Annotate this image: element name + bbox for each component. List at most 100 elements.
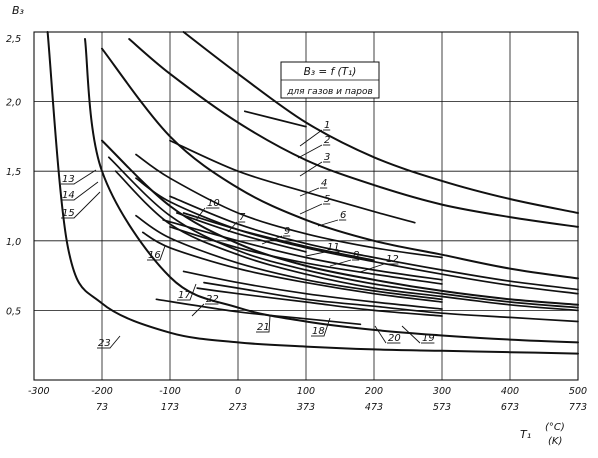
- x-tick-c: 200: [365, 386, 383, 397]
- leader-line-11: [305, 251, 326, 257]
- series-label-5: 5: [324, 194, 330, 205]
- series-label-15: 15: [62, 208, 75, 219]
- series-label-14: 14: [62, 190, 75, 201]
- label-leaders: [61, 129, 435, 349]
- series-line-17: [141, 231, 443, 303]
- leader-line-5: [299, 203, 323, 215]
- y-tick: 1,0: [6, 237, 21, 248]
- series-line-18: [182, 270, 443, 310]
- series-line-3: [128, 38, 579, 228]
- x-tick-k: 773: [569, 402, 587, 413]
- series-line-6: [135, 153, 443, 259]
- series-label-16: 16: [148, 250, 161, 261]
- series-line-22: [84, 38, 579, 344]
- series-line-20: [196, 287, 443, 317]
- series-label-6: 6: [340, 210, 346, 221]
- series-label-12: 12: [386, 254, 399, 265]
- series-label-20: 20: [388, 333, 401, 344]
- series-line-8: [169, 195, 579, 291]
- series-label-2: 2: [324, 135, 330, 146]
- x-tick-c: 0: [235, 386, 241, 397]
- series-line-15: [114, 170, 579, 312]
- x-tick-c: -100: [159, 386, 181, 397]
- series-line-19: [203, 281, 579, 323]
- series-label-17: 17: [178, 290, 191, 301]
- x-tick-c: 300: [433, 386, 451, 397]
- series-line-13: [101, 139, 579, 306]
- series-line-4: [169, 139, 416, 224]
- leader-line-8: [329, 259, 352, 267]
- leader-line-10: [195, 207, 206, 221]
- x-tick-k: 673: [501, 402, 519, 413]
- series-line-14: [107, 156, 579, 309]
- x-tick-c: -200: [91, 386, 113, 397]
- leader-line-17: [189, 283, 197, 301]
- legend-subtitle: для газов и паров: [286, 87, 373, 97]
- series-line-5: [101, 47, 579, 280]
- series-label-8: 8: [353, 250, 359, 261]
- series-line-21: [155, 298, 362, 326]
- series-label-9: 9: [284, 226, 290, 237]
- series-line-23: [46, 31, 579, 355]
- formula-text: B₃ = f (T₁): [304, 66, 357, 78]
- series-line-16: [135, 214, 443, 301]
- series-label-22: 22: [206, 294, 219, 305]
- x-tick-k: 473: [365, 402, 383, 413]
- series-label-21: 21: [257, 322, 270, 333]
- series-line-1: [243, 110, 307, 128]
- legend-box: B₃ = f (T₁) для газов и паров: [280, 61, 380, 99]
- series-label-23: 23: [98, 338, 111, 349]
- x-tick-c: 500: [569, 386, 587, 397]
- series-label-19: 19: [422, 333, 435, 344]
- series-label-11: 11: [327, 242, 340, 253]
- x-axis-label: T₁: [520, 428, 531, 441]
- x-tick-k: 73: [96, 402, 108, 413]
- leader-line-22: [191, 303, 205, 317]
- series-label-4: 4: [321, 178, 327, 189]
- series-line-7: [135, 177, 579, 295]
- series-label-3: 3: [324, 152, 330, 163]
- x-axis-unit-k: (K): [548, 436, 562, 447]
- leader-line-7: [227, 221, 238, 233]
- leader-line-19: [401, 325, 421, 344]
- x-tick-k: 573: [433, 402, 451, 413]
- leader-line-6: [317, 219, 339, 227]
- y-axis-label: B₃: [12, 4, 25, 17]
- leader-line-15: [73, 191, 101, 219]
- y-tick: 2,5: [6, 34, 21, 45]
- leader-line-1: [299, 129, 323, 147]
- series-label-18: 18: [312, 326, 325, 337]
- series-label-10: 10: [207, 198, 220, 209]
- leader-line-23: [109, 335, 121, 349]
- leader-line-3: [299, 161, 323, 177]
- y-tick: 1,5: [6, 167, 21, 178]
- leader-line-16: [159, 245, 166, 261]
- series-label-13: 13: [62, 174, 75, 185]
- series-line-11: [162, 219, 443, 281]
- x-tick-k: 273: [229, 402, 247, 413]
- x-tick-k: 373: [297, 402, 315, 413]
- leader-line-18: [323, 317, 331, 337]
- series-label-7: 7: [239, 212, 246, 223]
- y-tick: 2,0: [6, 98, 21, 109]
- x-tick-c: 100: [297, 386, 315, 397]
- series-line-10: [175, 212, 307, 253]
- leader-line-9: [261, 235, 283, 245]
- leader-line-4: [299, 187, 320, 197]
- leader-line-21: [268, 315, 271, 333]
- leader-line-2: [297, 144, 323, 159]
- leader-line-12: [359, 263, 385, 273]
- leader-line-13: [73, 169, 97, 185]
- x-tick-c: -300: [28, 386, 50, 397]
- leader-line-14: [73, 181, 99, 201]
- y-tick: 0,5: [6, 306, 21, 317]
- x-axis-unit-c: (°C): [545, 422, 565, 433]
- series-curves: [46, 31, 579, 355]
- series-label-1: 1: [324, 120, 330, 131]
- x-tick-k: 173: [161, 402, 179, 413]
- series-line-2: [182, 31, 579, 214]
- x-tick-c: 400: [501, 386, 519, 397]
